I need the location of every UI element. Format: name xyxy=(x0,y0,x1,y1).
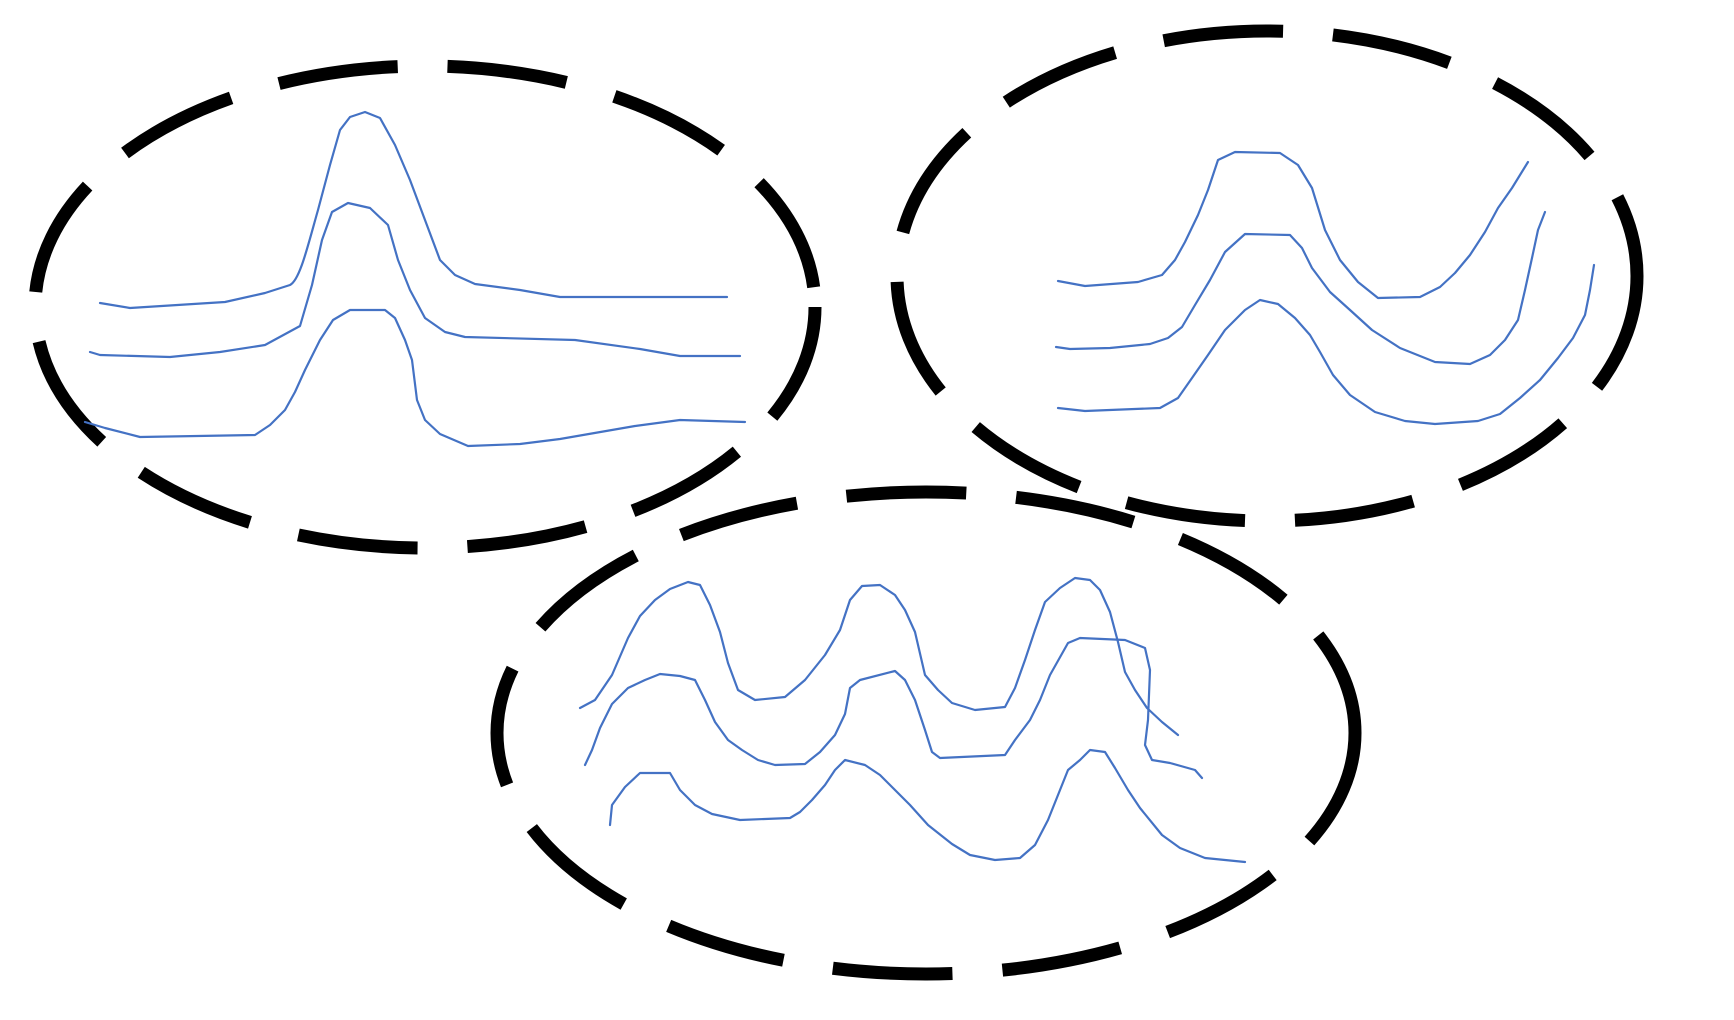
waveform-single-peak-2 xyxy=(88,201,742,359)
waveform-single-peak-3 xyxy=(83,308,747,448)
group-double-peak-ellipse xyxy=(890,24,1644,528)
group-single-peak xyxy=(28,59,822,555)
waveform-triple-peak-1 xyxy=(578,576,1180,737)
waveform-double-peak-1 xyxy=(1056,150,1530,300)
group-triple-peak xyxy=(490,485,1362,981)
waveform-single-peak-1 xyxy=(98,110,729,310)
group-double-peak xyxy=(890,24,1644,528)
waveform-double-peak-3 xyxy=(1056,263,1596,426)
group-triple-peak-ellipse xyxy=(490,485,1362,981)
group-single-peak-ellipse xyxy=(28,59,822,555)
waveform-triple-peak-2 xyxy=(583,636,1204,780)
waveform-triple-peak-3 xyxy=(608,748,1247,864)
waveform-double-peak-2 xyxy=(1054,210,1547,366)
